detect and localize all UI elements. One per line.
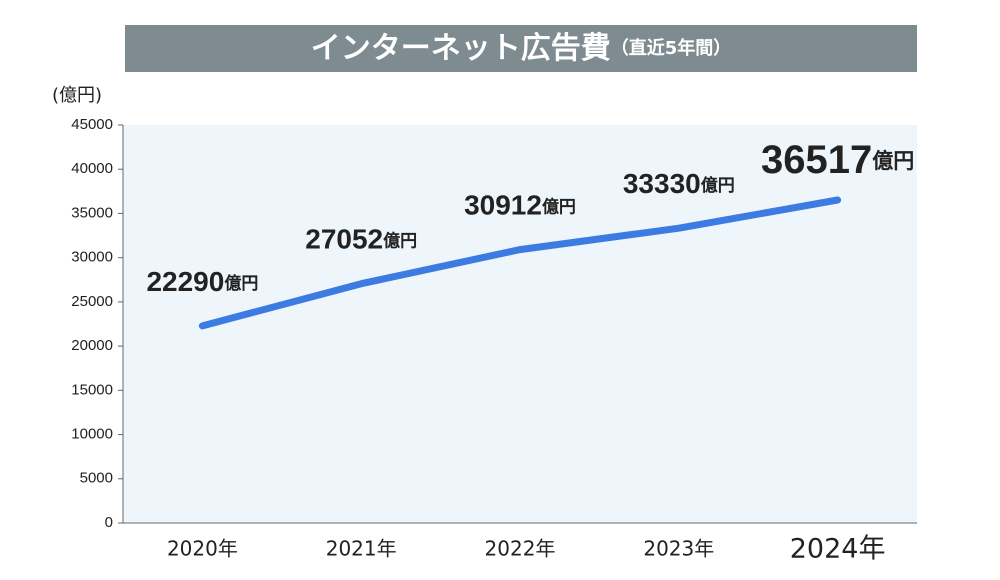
y-tick-label: 40000 xyxy=(71,160,113,177)
y-tick-label: 10000 xyxy=(71,426,113,443)
y-tick-label: 0 xyxy=(105,514,113,531)
title-bar xyxy=(125,25,917,72)
value-label: 22290億円 xyxy=(146,266,258,297)
x-tick-label: 2022年 xyxy=(485,537,556,561)
value-label: 36517億円 xyxy=(761,138,914,182)
plot-area xyxy=(123,125,917,523)
value-label: 30912億円 xyxy=(464,190,576,221)
y-axis-label: (億円) xyxy=(52,85,102,106)
chart-title: インターネット広告費 xyxy=(311,31,611,66)
chart-subtitle: （直近5年間） xyxy=(611,37,732,59)
x-tick-label: 2021年 xyxy=(326,537,397,561)
value-label: 27052億円 xyxy=(305,224,417,255)
x-tick-label: 2024年 xyxy=(790,534,886,565)
value-label: 33330億円 xyxy=(623,169,735,200)
y-tick-label: 30000 xyxy=(71,249,113,266)
x-tick-label: 2023年 xyxy=(643,537,714,561)
data-line xyxy=(198,196,842,330)
x-tick-label: 2020年 xyxy=(167,537,238,561)
y-tick-label: 45000 xyxy=(71,116,113,133)
y-tick-label: 5000 xyxy=(80,470,113,487)
y-tick-label: 25000 xyxy=(71,293,113,310)
y-tick-label: 20000 xyxy=(71,337,113,354)
y-tick-label: 15000 xyxy=(71,381,113,398)
title-group: インターネット広告費（直近5年間） xyxy=(311,31,732,66)
y-tick-label: 35000 xyxy=(71,204,113,221)
